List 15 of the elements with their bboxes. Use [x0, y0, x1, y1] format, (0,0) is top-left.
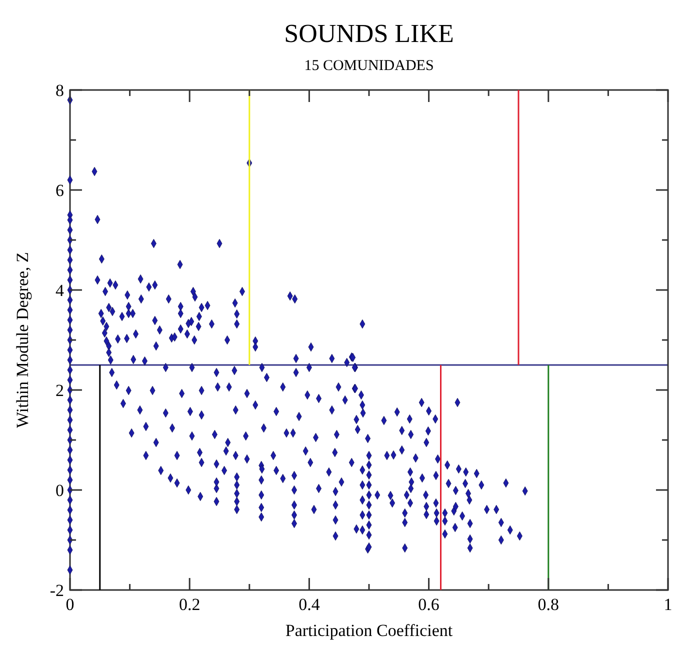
- y-tick-label: 0: [56, 481, 64, 500]
- chart-title: SOUNDS LIKE: [284, 19, 454, 48]
- x-axis-title: Participation Coefficient: [285, 621, 453, 640]
- y-axis-title: Within Module Degree, Z: [13, 252, 32, 428]
- y-tick-label: 4: [56, 281, 64, 300]
- x-tick-label: 0.8: [538, 595, 560, 614]
- y-tick-label: 6: [56, 181, 64, 200]
- y-tick-label: 2: [56, 381, 64, 400]
- x-tick-label: 0.6: [418, 595, 440, 614]
- chart-subtitle: 15 COMUNIDADES: [304, 58, 434, 74]
- x-tick-label: 0.4: [298, 595, 320, 614]
- y-tick-label: -2: [50, 581, 64, 600]
- x-tick-label: 0.2: [178, 595, 200, 614]
- x-tick-label: 1: [664, 595, 672, 614]
- y-tick-label: 8: [56, 81, 64, 100]
